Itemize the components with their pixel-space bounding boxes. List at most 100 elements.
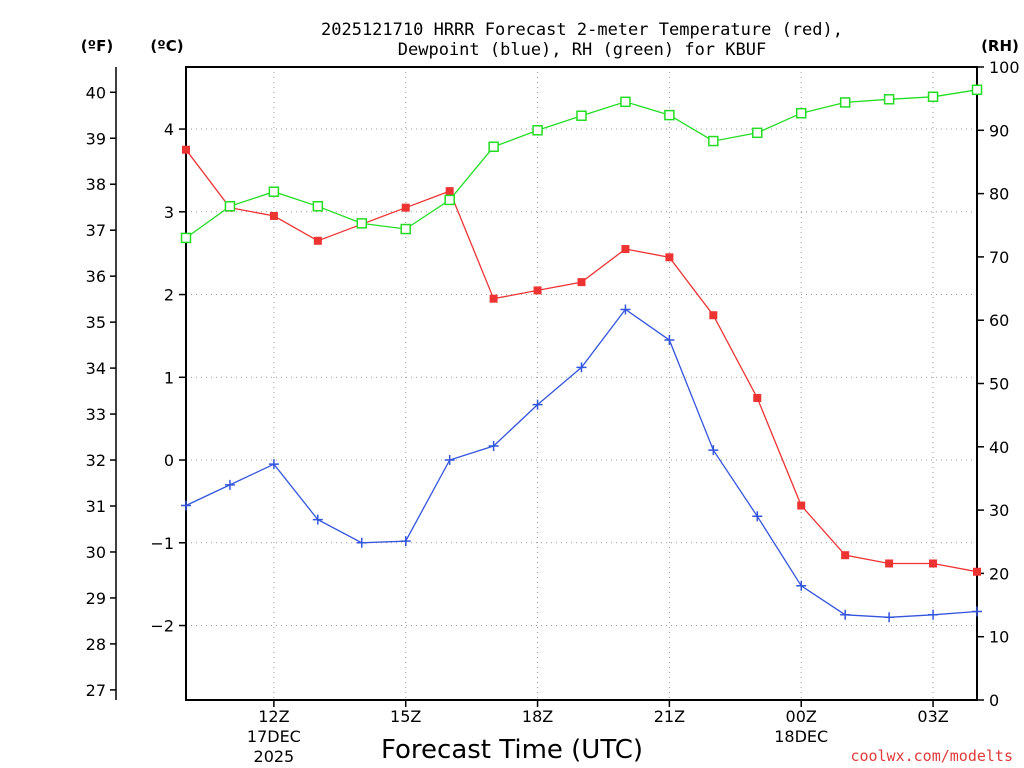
x-axis-label: Forecast Time (UTC) <box>381 735 643 765</box>
fahrenheit-unit-label: (ºF) <box>81 37 113 55</box>
celsius-tick-label: −2 <box>150 617 174 636</box>
fahrenheit-tick-label: 35 <box>86 313 106 332</box>
fahrenheit-tick-label: 27 <box>86 681 106 700</box>
chart-title-line-2: Dewpoint (blue), RH (green) for KBUF <box>398 40 766 60</box>
rh-point <box>356 218 368 229</box>
grid-lines <box>186 67 977 700</box>
rh-point <box>488 141 499 153</box>
rh-point <box>268 186 280 197</box>
rh-point <box>312 201 324 212</box>
x-tick-label: 18Z <box>522 707 553 726</box>
rh-point <box>883 94 895 105</box>
temperature-series <box>182 145 981 576</box>
celsius-tick-label: 3 <box>164 203 174 222</box>
dewpoint-point <box>268 459 279 470</box>
temperature-point <box>489 294 498 303</box>
rh-point <box>180 232 192 244</box>
temperature-point <box>621 245 630 254</box>
x-tick-label: 21Z <box>654 707 685 726</box>
dewpoint-point <box>400 536 411 547</box>
rh-tick-label: 0 <box>989 691 999 710</box>
rh-point <box>224 201 236 212</box>
dewpoint-point <box>620 304 631 315</box>
rh-series <box>180 84 983 244</box>
temperature-point <box>269 211 278 220</box>
temperature-point <box>577 278 586 287</box>
temperature-point <box>929 559 938 568</box>
fahrenheit-tick-label: 33 <box>86 405 106 424</box>
plot-frame <box>185 66 978 701</box>
temperature-point <box>665 253 674 262</box>
dewpoint-point <box>796 580 807 591</box>
temperature-point <box>445 187 454 196</box>
dewpoint-point <box>576 362 587 373</box>
rh-point <box>839 97 851 108</box>
x-tick-date-label: 18DEC <box>774 727 828 746</box>
rh-unit-label: (RH) <box>981 37 1019 55</box>
fahrenheit-tick-label: 40 <box>86 83 106 102</box>
x-tick-label: 03Z <box>917 707 948 726</box>
dewpoint-point <box>312 514 323 525</box>
rh-tick-label: 30 <box>989 501 1009 520</box>
series-layer <box>180 84 983 623</box>
fahrenheit-tick-label: 31 <box>86 497 106 516</box>
dewpoint-point <box>884 612 895 623</box>
dewpoint-point <box>972 606 982 617</box>
dewpoint-point <box>708 445 719 456</box>
rh-tick-label: 50 <box>989 375 1009 394</box>
rh-tick-label: 40 <box>989 438 1009 457</box>
rh-point <box>400 223 411 235</box>
temperature-point <box>973 567 981 576</box>
rh-point <box>971 84 983 96</box>
fahrenheit-tick-label: 34 <box>86 359 106 378</box>
dewpoint-point <box>752 511 763 522</box>
rh-tick-label: 20 <box>989 564 1009 583</box>
x-tick-label: 12Z <box>258 707 289 726</box>
temperature-point <box>533 286 542 295</box>
temperature-point <box>709 311 718 320</box>
rh-point <box>927 91 939 103</box>
temperature-point <box>797 501 806 510</box>
celsius-tick-label: −1 <box>150 534 174 553</box>
temperature-point <box>182 145 190 154</box>
fahrenheit-tick-label: 36 <box>86 267 106 286</box>
credit-text: coolwx.com/modelts <box>850 747 1013 765</box>
fahrenheit-tick-label: 30 <box>86 543 106 562</box>
rh-point <box>664 109 675 121</box>
rh-point <box>532 125 543 136</box>
rh-point <box>752 127 763 139</box>
celsius-tick-label: 4 <box>164 120 174 139</box>
dewpoint-point <box>181 500 191 511</box>
dewpoint-point <box>444 455 455 466</box>
rh-point <box>444 194 455 206</box>
rh-tick-label: 80 <box>989 185 1009 204</box>
dewpoint-line <box>185 308 978 618</box>
temperature-point <box>753 393 762 402</box>
celsius-tick-label: 2 <box>164 286 174 305</box>
celsius-unit-label: (ºC) <box>150 37 183 55</box>
fahrenheit-tick-label: 29 <box>86 589 106 608</box>
rh-tick-label: 10 <box>989 628 1009 647</box>
temperature-point <box>841 551 850 560</box>
rh-tick-label: 60 <box>989 311 1009 330</box>
dewpoint-point <box>532 399 543 410</box>
dewpoint-series <box>181 304 982 623</box>
x-tick-date-label: 17DEC <box>247 727 301 746</box>
axes <box>110 66 984 707</box>
temperature-point <box>313 236 322 245</box>
x-tick-label: 15Z <box>390 707 421 726</box>
temperature-point <box>401 203 410 212</box>
rh-point <box>620 96 631 108</box>
dewpoint-point <box>224 479 235 490</box>
dewpoint-point <box>664 335 675 346</box>
fahrenheit-tick-label: 32 <box>86 451 106 470</box>
temperature-point <box>885 559 894 568</box>
x-tick-label: 00Z <box>786 707 817 726</box>
rh-point <box>576 110 587 121</box>
rh-point <box>795 107 807 119</box>
fahrenheit-tick-label: 28 <box>86 635 106 654</box>
dewpoint-point <box>928 609 939 620</box>
rh-point <box>708 135 719 147</box>
